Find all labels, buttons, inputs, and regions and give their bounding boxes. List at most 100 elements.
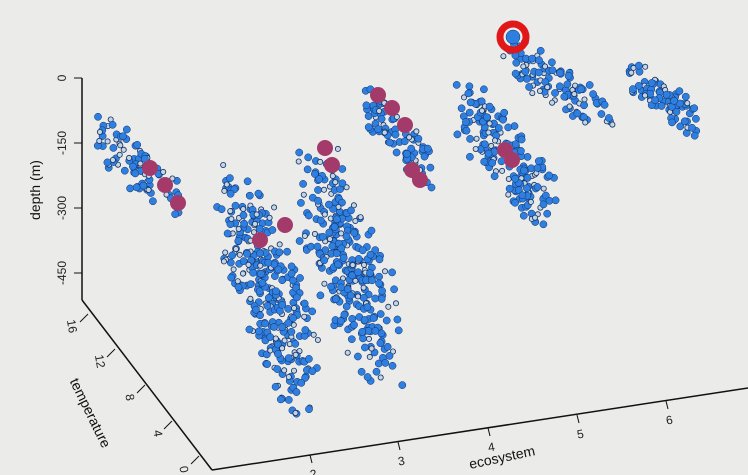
highlight-point [252,232,268,248]
data-point [542,63,549,70]
data-point [365,335,372,342]
data-point [523,184,531,193]
y-ticks: 16 12 8 4 0 [64,313,200,474]
data-point [263,302,272,310]
data-point [271,204,278,211]
z-axis-title: depth (m) [27,160,43,220]
data-point [220,161,227,168]
data-point [347,335,356,344]
data-point [374,125,382,134]
data-point [629,85,637,93]
highlight-point [324,157,340,173]
data-point [245,191,254,200]
data-point [239,211,248,220]
cluster-ecosystem-7 [625,61,701,140]
data-point [360,261,367,268]
data-point [385,138,394,147]
data-point [264,294,273,302]
data-point [354,255,363,263]
data-point [243,250,251,258]
data-point [426,163,435,172]
x-tick-label: 2 [309,467,318,475]
data-point [354,268,362,277]
data-point [692,114,700,123]
data-point [563,80,572,89]
data-point [273,365,282,373]
data-point [466,98,475,107]
data-point [333,215,341,224]
data-point [272,335,279,342]
data-point [460,94,467,101]
data-point [220,258,227,265]
data-point [291,340,300,348]
data-point [131,169,140,178]
data-point [662,90,671,99]
data-point [305,405,313,414]
data-point [519,166,528,175]
data-point [274,340,282,349]
y-tick-mark [106,348,116,358]
data-point [344,349,351,356]
data-point [472,145,479,152]
data-point [300,299,309,308]
highlight-point [504,152,520,168]
data-point [303,165,312,174]
data-point [301,313,308,320]
data-point [657,102,666,110]
data-point [597,110,606,118]
x-tick-mark [397,441,401,451]
data-point [535,56,543,65]
data-point [108,120,117,129]
data-point [275,248,284,257]
data-point [342,302,351,311]
data-point [290,367,297,374]
data-point [301,232,308,239]
data-point [511,69,520,78]
data-point [266,214,273,221]
data-point [381,268,388,275]
data-point [566,103,573,110]
data-point [292,388,301,396]
data-point [634,82,643,90]
y-tick-mark [190,455,200,465]
data-point [398,381,407,389]
data-point [276,241,283,248]
data-point [338,230,345,237]
data-point [245,261,252,268]
selected-point-ring [496,20,530,54]
data-point [149,197,157,206]
data-point [325,200,333,209]
data-point [329,172,336,179]
data-point [517,147,525,155]
cluster-ecosystem-1 [93,112,183,219]
data-point [227,208,234,215]
y-tick-mark [136,384,146,394]
data-point [334,260,342,269]
data-point [391,130,400,139]
data-point [375,272,383,281]
data-point [423,144,432,153]
data-point [681,92,690,101]
data-point [354,352,362,361]
data-point [407,144,416,153]
data-point [400,137,409,146]
data-point [122,125,131,134]
data-point [240,206,247,213]
data-point [117,142,124,149]
y-tick-mark [79,313,89,323]
cluster-ecosystem-5 [452,81,560,229]
x-axis-title: ecosystem [468,442,537,472]
data-point [525,83,533,91]
data-point [226,258,235,267]
data-point [377,295,386,303]
data-point [536,88,543,95]
data-point [137,160,144,167]
data-point [372,367,381,376]
data-point [308,307,317,316]
data-point [320,186,327,193]
data-point [295,148,304,157]
data-point [378,287,386,295]
data-point [519,211,528,220]
data-point [388,361,397,370]
data-point [352,277,359,284]
